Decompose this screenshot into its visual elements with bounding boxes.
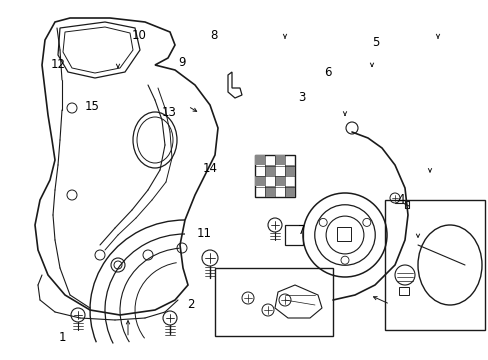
Text: 2: 2 bbox=[186, 298, 194, 311]
Bar bbox=[285, 225, 303, 245]
Text: 6: 6 bbox=[323, 66, 331, 78]
Bar bbox=[336, 227, 350, 241]
Text: 13: 13 bbox=[161, 106, 176, 119]
Bar bbox=[398, 287, 408, 295]
Text: 1: 1 bbox=[59, 331, 66, 344]
Bar bbox=[285, 166, 294, 176]
Text: 9: 9 bbox=[178, 57, 185, 69]
Bar bbox=[254, 155, 264, 166]
Text: 4: 4 bbox=[396, 193, 404, 206]
Bar bbox=[274, 155, 285, 166]
Bar bbox=[264, 186, 274, 197]
Text: 7: 7 bbox=[298, 224, 305, 237]
Bar bbox=[215, 268, 332, 336]
Bar bbox=[254, 176, 264, 186]
Bar bbox=[384, 200, 484, 330]
Bar bbox=[254, 155, 294, 197]
Text: 11: 11 bbox=[197, 227, 211, 240]
Text: 14: 14 bbox=[203, 162, 217, 175]
Text: 8: 8 bbox=[210, 29, 218, 42]
Text: 12: 12 bbox=[50, 58, 65, 71]
Bar bbox=[264, 166, 274, 176]
Bar bbox=[285, 186, 294, 197]
Text: 15: 15 bbox=[84, 100, 99, 113]
Bar bbox=[274, 176, 285, 186]
Text: 5: 5 bbox=[371, 36, 379, 49]
Text: 3: 3 bbox=[298, 91, 305, 104]
Text: 10: 10 bbox=[132, 29, 146, 42]
